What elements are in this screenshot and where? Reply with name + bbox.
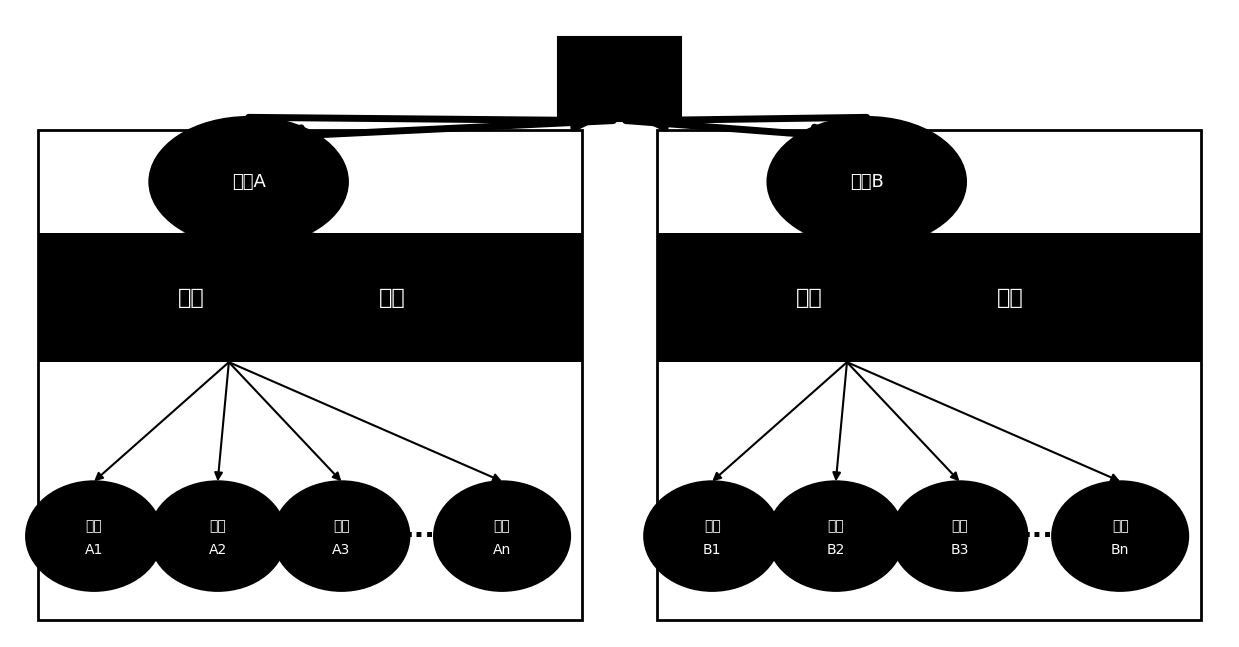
- Text: 群众: 群众: [333, 520, 349, 533]
- Text: 群众: 群众: [952, 520, 968, 533]
- Text: A2: A2: [208, 543, 227, 557]
- Text: 调度: 调度: [996, 288, 1023, 308]
- Text: ···: ···: [404, 522, 435, 550]
- Text: 群众: 群众: [85, 520, 103, 533]
- Text: B1: B1: [703, 543, 721, 557]
- Text: A1: A1: [85, 543, 103, 557]
- Ellipse shape: [1052, 481, 1188, 591]
- Text: ···: ···: [1021, 522, 1053, 550]
- Bar: [38, 130, 582, 620]
- Bar: [558, 37, 681, 120]
- Ellipse shape: [644, 481, 781, 591]
- Ellipse shape: [768, 117, 965, 247]
- Text: B3: B3: [950, 543, 969, 557]
- Bar: [657, 130, 1201, 620]
- Text: 调度: 调度: [379, 288, 405, 308]
- Ellipse shape: [768, 481, 903, 591]
- Text: 领袖A: 领袖A: [232, 173, 265, 191]
- Text: 群众: 群众: [828, 520, 844, 533]
- Text: 群众: 群众: [493, 520, 510, 533]
- Ellipse shape: [434, 481, 570, 591]
- Text: A3: A3: [332, 543, 351, 557]
- Ellipse shape: [274, 481, 409, 591]
- Text: 选举: 选举: [795, 288, 823, 308]
- Text: B2: B2: [826, 543, 845, 557]
- Text: Bn: Bn: [1111, 543, 1130, 557]
- Text: 群众: 群众: [209, 520, 225, 533]
- Bar: [38, 234, 582, 362]
- Ellipse shape: [150, 481, 286, 591]
- Text: 群众: 群众: [704, 520, 721, 533]
- Bar: [657, 234, 1201, 362]
- Text: 群众: 群众: [1111, 520, 1129, 533]
- Text: 选举: 选举: [177, 288, 204, 308]
- Text: An: An: [493, 543, 512, 557]
- Text: 领袖B: 领袖B: [850, 173, 883, 191]
- Ellipse shape: [150, 117, 347, 247]
- Ellipse shape: [26, 481, 162, 591]
- Ellipse shape: [892, 481, 1027, 591]
